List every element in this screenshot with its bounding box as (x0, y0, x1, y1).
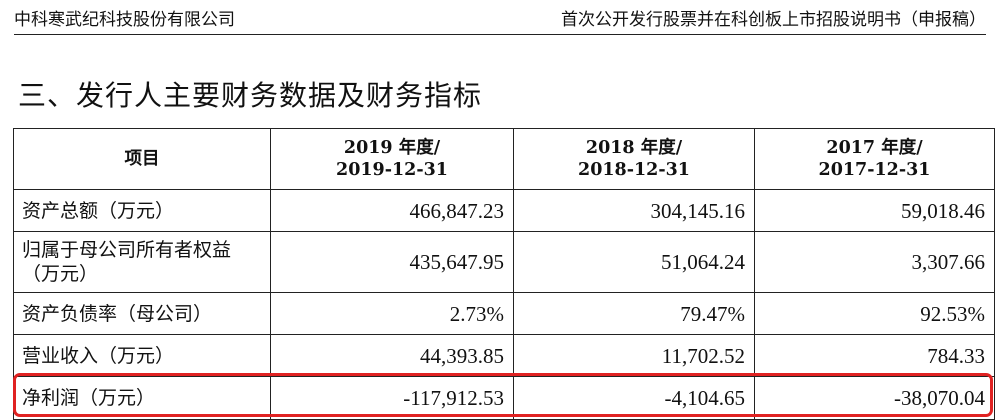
row-label: 营业收入（万元） (13, 334, 271, 377)
row-label-text: 净利润（万元） (22, 387, 156, 409)
table-row-debt-ratio: 资产负债率（母公司） 2.73% 79.47% 92.53% (13, 292, 995, 335)
table-row-parent-equity: 归属于母公司所有者权益 （万元） 435,647.95 51,064.24 3,… (13, 231, 995, 293)
table-row-revenue: 营业收入（万元） 44,393.85 11,702.52 784.33 (13, 334, 995, 377)
cell-2019: 2.73% (270, 292, 514, 335)
row-label-text: 资产负债率（母公司） (22, 302, 213, 325)
column-header-item: 项目 (13, 128, 271, 190)
cell-2017: 59,018.46 (754, 189, 995, 232)
company-name: 中科寒武纪科技股份有限公司 (14, 10, 235, 30)
cell-2018: 79.47% (513, 292, 755, 335)
column-header-2017-date: 2017-12-31 (818, 160, 931, 180)
cell-2018: 304,145.16 (513, 189, 755, 232)
row-label-text: 归属于母公司所有者权益 (22, 239, 232, 261)
column-header-item-label: 项目 (124, 149, 160, 169)
column-header-2019-year: 2019 年度/ (343, 138, 441, 158)
column-header-2018: 2018 年度/ 2018-12-31 (513, 128, 755, 190)
cell-2017: 3,307.66 (754, 231, 995, 293)
cell-2017: 784.33 (754, 334, 995, 377)
cell-2018: 11,702.52 (513, 334, 755, 377)
row-label-text: 资产总额（万元） (22, 199, 175, 222)
table-header-row: 项目 2019 年度/ 2019-12-31 2018 年度/ 2018-12-… (13, 128, 995, 190)
cell-2017: 92.53% (754, 292, 995, 335)
financial-data-table: 项目 2019 年度/ 2019-12-31 2018 年度/ 2018-12-… (13, 128, 995, 420)
column-header-2019-date: 2019-12-31 (336, 160, 448, 180)
cell-2019: -117,912.53 (270, 376, 514, 420)
column-header-2017-year: 2017 年度/ (826, 138, 923, 158)
cell-2018: -4,104.65 (513, 376, 755, 420)
column-header-2018-date: 2018-12-31 (578, 160, 690, 180)
row-label: 资产总额（万元） (13, 189, 271, 232)
row-label: 净利润（万元） (13, 376, 271, 420)
column-header-2019: 2019 年度/ 2019-12-31 (270, 128, 514, 190)
cell-2017: -38,070.04 (754, 376, 995, 420)
table-row-total-assets: 资产总额（万元） 466,847.23 304,145.16 59,018.46 (13, 189, 995, 232)
cell-2018: 51,064.24 (513, 231, 755, 293)
section-title: 三、发行人主要财务数据及财务指标 (18, 79, 483, 112)
page-header: 中科寒武纪科技股份有限公司 首次公开发行股票并在科创板上市招股说明书（申报稿） (14, 0, 986, 35)
cell-2019: 44,393.85 (270, 334, 514, 377)
row-label: 资产负债率（母公司） (13, 292, 271, 335)
cell-2019: 466,847.23 (270, 189, 514, 232)
row-label-text: 营业收入（万元） (22, 344, 175, 367)
cell-2019: 435,647.95 (270, 231, 514, 293)
table-row-net-profit: 净利润（万元） -117,912.53 -4,104.65 -38,070.04 (13, 376, 995, 420)
row-label: 归属于母公司所有者权益 （万元） (13, 231, 271, 293)
column-header-2018-year: 2018 年度/ (585, 138, 683, 158)
column-header-2017: 2017 年度/ 2017-12-31 (754, 128, 995, 190)
row-label-unit: （万元） (22, 263, 99, 285)
document-title: 首次公开发行股票并在科创板上市招股说明书（申报稿） (561, 10, 986, 30)
